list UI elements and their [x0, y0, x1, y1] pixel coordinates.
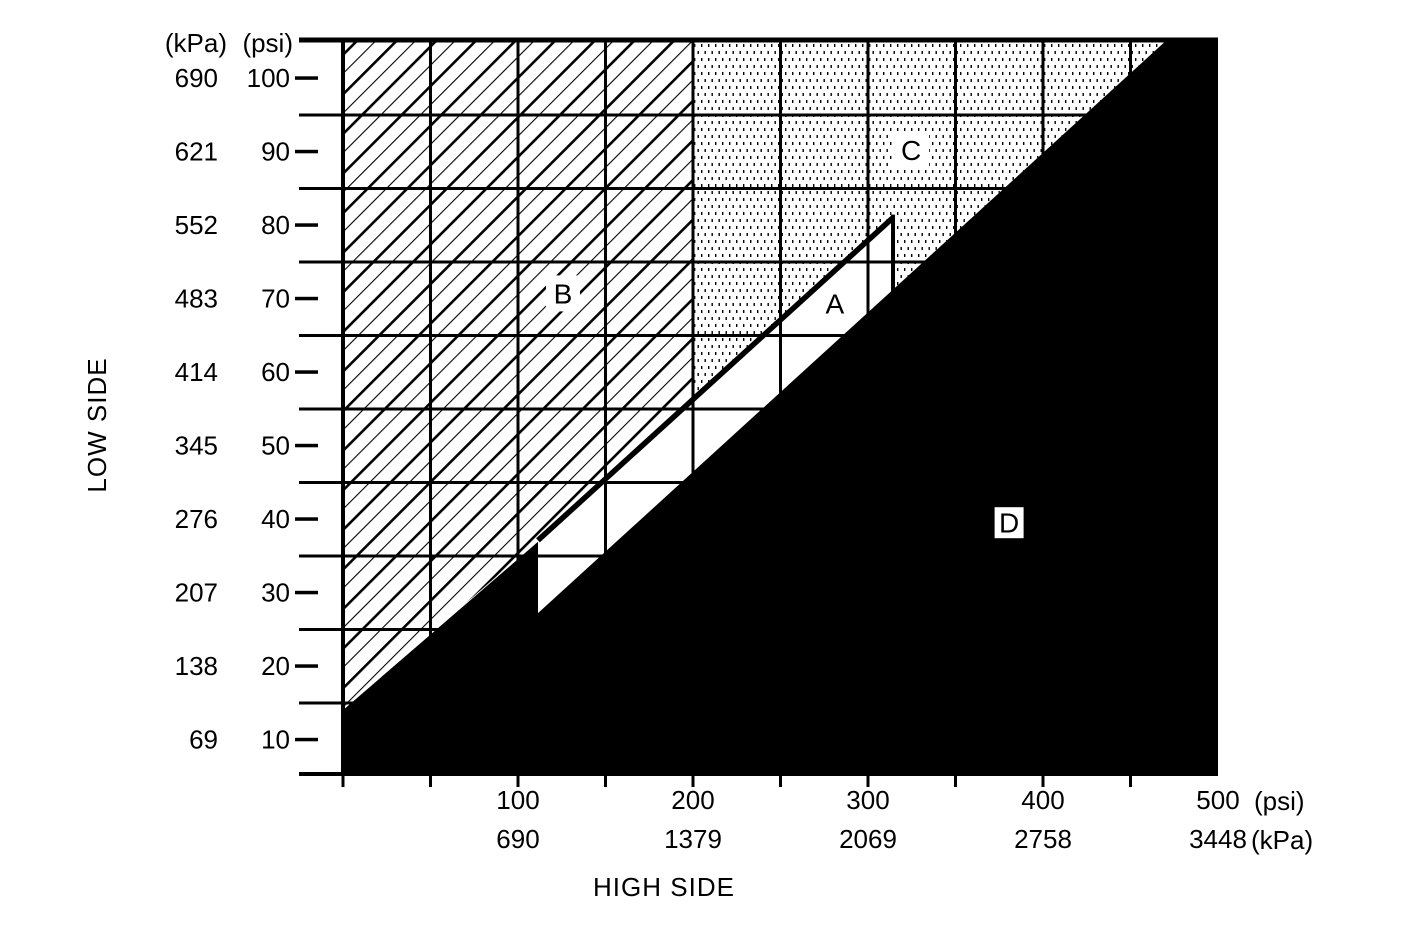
y-axis-unit-kpa: (kPa): [165, 28, 227, 58]
x-tick-label-psi: 100: [496, 785, 539, 815]
x-tick-label-psi: 200: [671, 785, 714, 815]
y-tick-label-kpa: 483: [175, 284, 218, 314]
region-label-halo-d: [994, 507, 1024, 539]
y-axis-tick-dash: [295, 443, 318, 448]
region-label-halo-b: [546, 275, 580, 312]
x-tick-label-kpa: 2069: [839, 824, 897, 854]
x-axis-tick: [1041, 774, 1045, 787]
x-tick-label-psi: 300: [846, 785, 889, 815]
x-axis-tick: [1129, 774, 1132, 787]
vertical-gridline: [604, 40, 607, 774]
y-tick-label-kpa: 207: [175, 578, 218, 608]
horizontal-gridline: [299, 333, 1218, 337]
vertical-gridline: [691, 40, 695, 774]
y-tick-label-kpa: 138: [175, 651, 218, 681]
plot-left-border: [341, 38, 345, 776]
y-tick-label-kpa: 69: [189, 725, 218, 755]
y-axis-tick-dash: [295, 737, 318, 742]
y-tick-label-kpa: 414: [175, 357, 218, 387]
y-tick-label-psi: 90: [261, 137, 290, 167]
region-label-halo-c: [893, 132, 930, 168]
y-tick-label-kpa: 690: [175, 63, 218, 93]
y-tick-label-psi: 30: [261, 578, 290, 608]
region-label-b: B: [554, 278, 573, 309]
y-axis-unit-psi: (psi): [242, 28, 293, 58]
y-tick-label-kpa: 345: [175, 431, 218, 461]
region-boundaries: [536, 214, 896, 543]
y-axis-tick-dash: [295, 296, 318, 301]
y-tick-label-psi: 70: [261, 284, 290, 314]
horizontal-gridline: [299, 407, 1218, 411]
x-tick-label-psi: 500: [1196, 785, 1239, 815]
region-d-black-area: [343, 39, 1218, 775]
x-axis-title: HIGH SIDE: [593, 872, 735, 902]
region-label-a: A: [826, 289, 845, 320]
vertical-gridline: [429, 40, 432, 774]
x-axis-tick: [341, 774, 345, 787]
y-tick-label-psi: 40: [261, 504, 290, 534]
x-axis-tick: [954, 774, 957, 787]
axis-ticks: [295, 76, 1132, 787]
x-tick-label-kpa: 2758: [1014, 824, 1072, 854]
y-tick-label-psi: 10: [261, 725, 290, 755]
horizontal-gridline: [299, 260, 1218, 264]
y-tick-label-psi: 20: [261, 651, 290, 681]
y-tick-label-kpa: 621: [175, 137, 218, 167]
region-labels: A B C D: [546, 132, 1024, 539]
y-tick-label-kpa: 276: [175, 504, 218, 534]
y-axis-tick-dash: [295, 223, 318, 227]
y-tick-label-psi: 100: [247, 63, 290, 93]
region-label-c: C: [901, 135, 921, 166]
horizontal-gridline: [299, 113, 1218, 117]
y-axis-title: LOW SIDE: [82, 357, 112, 492]
x-axis-unit-psi: (psi): [1254, 786, 1305, 816]
x-axis-unit-kpa: (kPa): [1251, 825, 1313, 855]
x-tick-label-kpa: 690: [496, 824, 539, 854]
y-axis-tick-dash: [295, 590, 318, 595]
x-axis-tick: [516, 774, 520, 787]
vertical-gridline: [516, 40, 520, 774]
horizontal-gridline: [299, 186, 1218, 190]
y-axis-tick-dash: [295, 149, 318, 154]
y-axis-tick-dash: [295, 664, 318, 668]
x-tick-label-kpa: 1379: [664, 824, 722, 854]
region-label-d: D: [999, 508, 1019, 539]
x-axis-tick: [429, 774, 432, 787]
y-tick-label-psi: 80: [261, 210, 290, 240]
plot-top-border: [299, 37, 1218, 43]
y-tick-label-psi: 60: [261, 357, 290, 387]
region-d-solid: [343, 39, 1218, 775]
region-c-dotted: [693, 39, 1168, 400]
x-axis-tick: [779, 774, 782, 787]
x-axis-tick: [691, 774, 695, 787]
y-axis-tick-dash: [295, 517, 318, 521]
y-tick-label-kpa: 552: [175, 210, 218, 240]
x-axis-tick: [866, 774, 870, 787]
x-tick-label-psi: 400: [1021, 785, 1064, 815]
y-tick-label-psi: 50: [261, 431, 290, 461]
y-axis-tick-dash: [295, 76, 318, 80]
x-axis-tick: [604, 774, 607, 787]
region-a-upper-boundary: [536, 215, 895, 543]
y-axis-tick-dash: [295, 370, 318, 374]
x-tick-label-kpa: 3448: [1189, 824, 1247, 854]
